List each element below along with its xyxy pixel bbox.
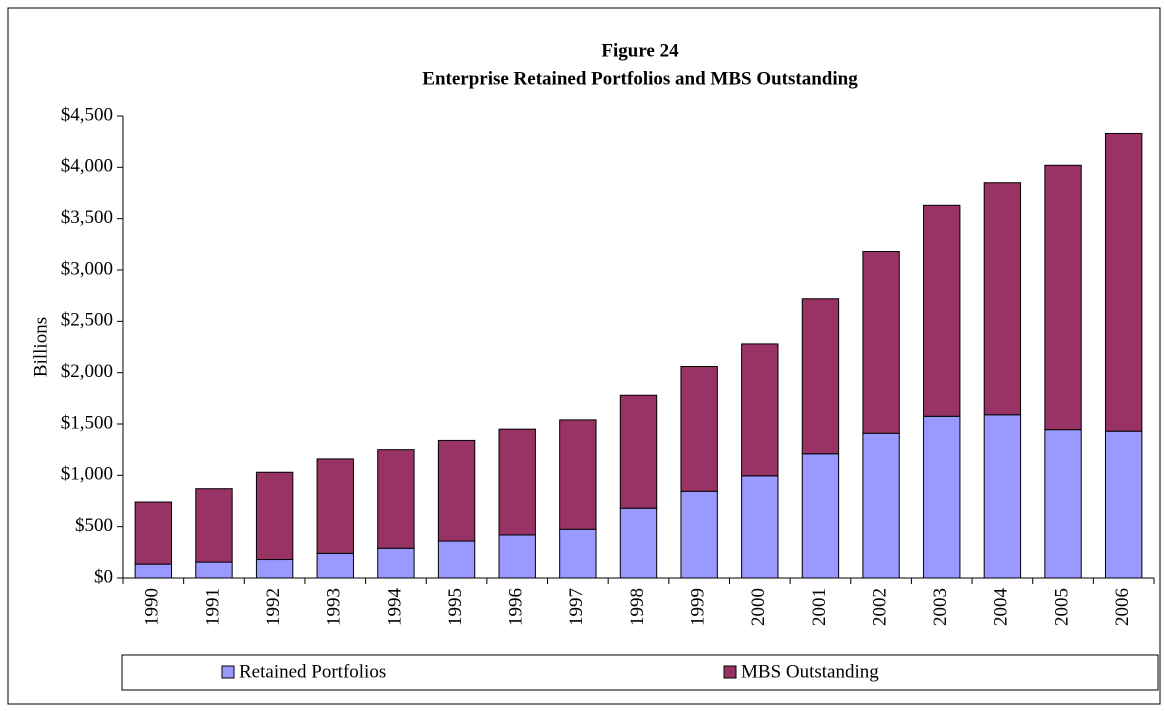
bar-segment (437, 540, 476, 579)
bar-segment (498, 428, 536, 536)
y-tick-label: $500 (75, 515, 113, 536)
bar-segment (741, 343, 779, 477)
bar-segment (801, 298, 840, 455)
legend-swatch (221, 665, 235, 679)
x-tick-label: 1991 (202, 588, 223, 626)
bar-segment (316, 458, 354, 554)
y-tick-label: $4,000 (61, 156, 113, 177)
bar-segment (923, 204, 961, 417)
y-axis-label: Billions (30, 317, 51, 377)
legend-box (121, 654, 1159, 691)
bar-segment (680, 490, 718, 579)
bar-segment (559, 419, 597, 530)
bar-segment (195, 561, 233, 579)
bar-segment (316, 552, 354, 579)
x-tick-label: 1992 (263, 588, 284, 626)
legend-swatch (723, 665, 737, 679)
x-tick-label: 1997 (566, 588, 587, 626)
x-tick-label: 2004 (991, 588, 1012, 627)
bar-segment (619, 507, 658, 579)
x-tick-label: 1994 (384, 588, 405, 627)
legend-label: MBS Outstanding (741, 661, 879, 682)
bar-segment (983, 414, 1022, 579)
y-tick-label: $2,000 (61, 361, 113, 382)
y-tick-label: $3,500 (61, 207, 113, 228)
bar-segment (862, 251, 900, 434)
bar-segment (377, 449, 415, 549)
y-tick-label: $1,000 (61, 464, 113, 485)
x-tick-label: 2003 (930, 588, 951, 626)
x-tick-label: 1993 (324, 588, 345, 626)
bar-segment (134, 563, 173, 579)
x-tick-label: 2001 (809, 588, 830, 626)
bar-segment (437, 439, 476, 542)
bar-segment (1104, 132, 1143, 432)
bar-segment (498, 534, 536, 579)
bar-segment (680, 366, 718, 492)
x-tick-label: 2006 (1112, 588, 1133, 626)
y-tick-label: $4,500 (61, 104, 113, 125)
bar-segment (862, 432, 900, 579)
chart-border (7, 7, 1161, 705)
legend-label: Retained Portfolios (239, 661, 386, 682)
bar-segment (983, 182, 1022, 416)
bar-segment (195, 488, 233, 563)
chart-subtitle: Enterprise Retained Portfolios and MBS O… (422, 68, 858, 89)
chart-title: Figure 24 (601, 40, 679, 61)
y-tick-label: $0 (94, 566, 113, 587)
bar-segment (1044, 164, 1082, 431)
bar-segment (559, 528, 597, 579)
bar-segment (255, 471, 294, 561)
x-tick-label: 2005 (1051, 588, 1072, 626)
bar-segment (923, 415, 961, 579)
bar-segment (741, 475, 779, 579)
bar-segment (1104, 430, 1143, 579)
bar-segment (1044, 429, 1082, 579)
bar-segment (619, 394, 658, 509)
bar-segment (377, 547, 415, 579)
bar-segment (255, 559, 294, 579)
x-tick-label: 2000 (748, 588, 769, 626)
y-tick-label: $2,500 (61, 310, 113, 331)
bar-segment (134, 501, 173, 565)
x-tick-label: 1998 (627, 588, 648, 626)
y-tick-label: $3,000 (61, 258, 113, 279)
y-tick-label: $1,500 (61, 412, 113, 433)
x-tick-label: 1990 (142, 588, 163, 626)
x-tick-label: 1996 (506, 588, 527, 626)
x-tick-label: 2002 (869, 588, 890, 626)
x-tick-label: 1999 (688, 588, 709, 626)
x-tick-label: 1995 (445, 588, 466, 626)
bar-segment (801, 453, 840, 579)
